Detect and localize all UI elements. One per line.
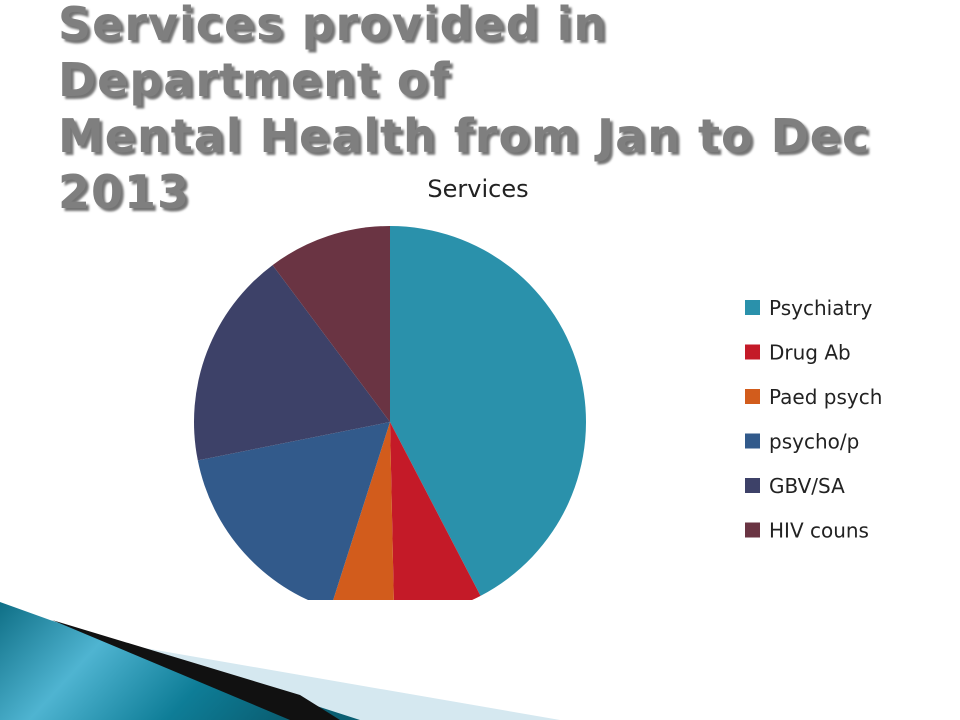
legend-swatch [745,300,760,315]
legend-label: GBV/SA [769,474,845,498]
pie-slice-psychiatry [390,226,587,596]
legend-swatch [745,522,760,538]
slide-title: Services provided in Department of Menta… [58,0,871,219]
pie-slice-gbv-sa [193,265,390,461]
pie-slice-psycho-p [197,422,390,600]
chart-legend: Psychiatry Drug Ab Paed psych psycho/p GBV/S… [745,296,882,543]
legend-label: psycho/p [769,430,859,454]
legend-swatch [745,344,760,360]
pie-chart: Services Psychiatry Drug Ab Paed psych psyc… [193,175,882,600]
chart-title: Services [427,175,528,203]
legend-swatch [745,478,760,493]
pie-slice-drug-ab [390,422,481,600]
pie-slices [193,226,587,600]
pie-slice-paed-psych [333,422,394,600]
legend-swatch [745,433,760,449]
legend-label: Drug Ab [769,341,851,365]
slide-decoration [0,602,560,720]
legend-swatch [745,389,760,404]
pie-slice-hiv-couns [272,226,390,422]
legend-label: Paed psych [769,385,882,409]
legend-label: Psychiatry [769,296,873,320]
legend-label: HIV couns [769,519,869,543]
